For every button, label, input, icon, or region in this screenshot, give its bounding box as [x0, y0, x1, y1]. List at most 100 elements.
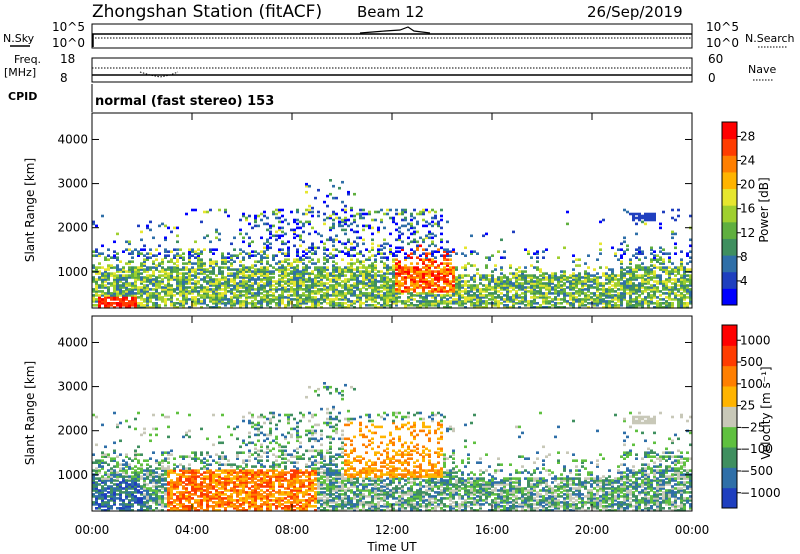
- power-cell: [671, 304, 674, 307]
- velocity-cell: [95, 487, 98, 490]
- power-cell: [428, 280, 431, 283]
- power-cell: [578, 294, 581, 297]
- power-cell: [401, 268, 404, 271]
- power-cell: [398, 290, 401, 293]
- velocity-cell: [185, 483, 188, 486]
- power-cell: [206, 286, 209, 289]
- power-cell: [212, 294, 215, 297]
- power-cell: [536, 280, 539, 283]
- power-cell: [116, 258, 119, 261]
- power-cell: [170, 268, 173, 271]
- power-cell: [176, 226, 179, 230]
- power-cell: [260, 270, 263, 273]
- power-cell: [425, 224, 428, 228]
- power-cell: [410, 298, 413, 301]
- power-cell: [584, 284, 587, 287]
- velocity-cell: [131, 505, 134, 508]
- power-cell: [413, 250, 416, 253]
- power-cell: [305, 248, 308, 251]
- velocity-cell: [128, 499, 131, 502]
- power-cell: [470, 288, 473, 291]
- power-cell: [386, 292, 389, 295]
- velocity-cell: [206, 487, 209, 490]
- power-cell: [623, 236, 626, 240]
- power-cell: [155, 258, 158, 261]
- power-cell: [344, 288, 347, 291]
- power-cell: [221, 260, 224, 263]
- power-cell: [401, 208, 404, 212]
- power-cell: [482, 306, 485, 309]
- power-cell: [671, 272, 674, 275]
- power-cell: [278, 296, 281, 299]
- velocity-cell: [221, 499, 224, 502]
- power-cell: [257, 300, 260, 303]
- power-cell: [110, 284, 113, 287]
- power-cell: [482, 288, 485, 291]
- power-cell: [341, 290, 344, 293]
- power-cell: [278, 302, 281, 305]
- power-cell: [191, 296, 194, 299]
- power-cell: [677, 294, 680, 297]
- power-cell: [677, 306, 680, 309]
- power-cell: [410, 282, 413, 285]
- power-cell: [311, 284, 314, 287]
- velocity-cell: [161, 479, 164, 482]
- power-cell: [302, 302, 305, 305]
- power-cell: [305, 288, 308, 291]
- power-cell: [536, 268, 539, 271]
- power-cell: [161, 274, 164, 277]
- power-cell: [260, 300, 263, 303]
- power-cell: [362, 264, 365, 267]
- power-cell: [164, 298, 167, 301]
- power-cell: [629, 272, 632, 275]
- power-cell: [653, 286, 656, 289]
- power-cell: [440, 288, 443, 291]
- velocity-cell: [95, 497, 98, 500]
- power-cell: [617, 274, 620, 277]
- power-cell: [347, 270, 350, 273]
- power-cell: [194, 256, 197, 259]
- power-cell: [443, 302, 446, 305]
- power-cell: [419, 304, 422, 307]
- power-cell: [629, 282, 632, 285]
- velocity-cell: [164, 473, 167, 476]
- velocity-cell: [140, 499, 143, 502]
- velocity-cell: [140, 477, 143, 480]
- power-cell: [677, 214, 680, 218]
- power-cell: [680, 260, 683, 263]
- power-cell: [572, 294, 575, 297]
- power-cell: [515, 268, 518, 271]
- power-cell: [119, 290, 122, 293]
- power-cell: [308, 284, 311, 287]
- power-cell: [458, 276, 461, 279]
- power-cell: [407, 298, 410, 301]
- velocity-cell: [119, 453, 122, 456]
- power-cell: [242, 282, 245, 285]
- power-cell: [497, 284, 500, 287]
- velocity-cell: [170, 479, 173, 482]
- power-cell: [602, 286, 605, 289]
- power-cell: [320, 296, 323, 299]
- power-cell: [302, 222, 305, 226]
- power-cell: [680, 288, 683, 291]
- power-cell: [293, 278, 296, 281]
- velocity-cell: [140, 497, 143, 500]
- power-cell: [245, 288, 248, 291]
- power-cell: [164, 290, 167, 293]
- power-cell: [113, 276, 116, 279]
- velocity-cell: [122, 503, 125, 506]
- power-cell: [617, 278, 620, 281]
- power-cell: [113, 296, 116, 299]
- velocity-cell: [185, 475, 188, 478]
- power-cell: [401, 212, 404, 216]
- power-cell: [266, 216, 269, 220]
- power-cell: [182, 292, 185, 295]
- velocity-cell: [206, 505, 209, 508]
- power-cell: [494, 264, 497, 267]
- power-cell: [653, 218, 656, 222]
- power-cell: [407, 292, 410, 295]
- power-cell: [353, 300, 356, 303]
- power-cell: [683, 298, 686, 301]
- velocity-cell: [131, 483, 134, 486]
- power-cell: [188, 252, 191, 255]
